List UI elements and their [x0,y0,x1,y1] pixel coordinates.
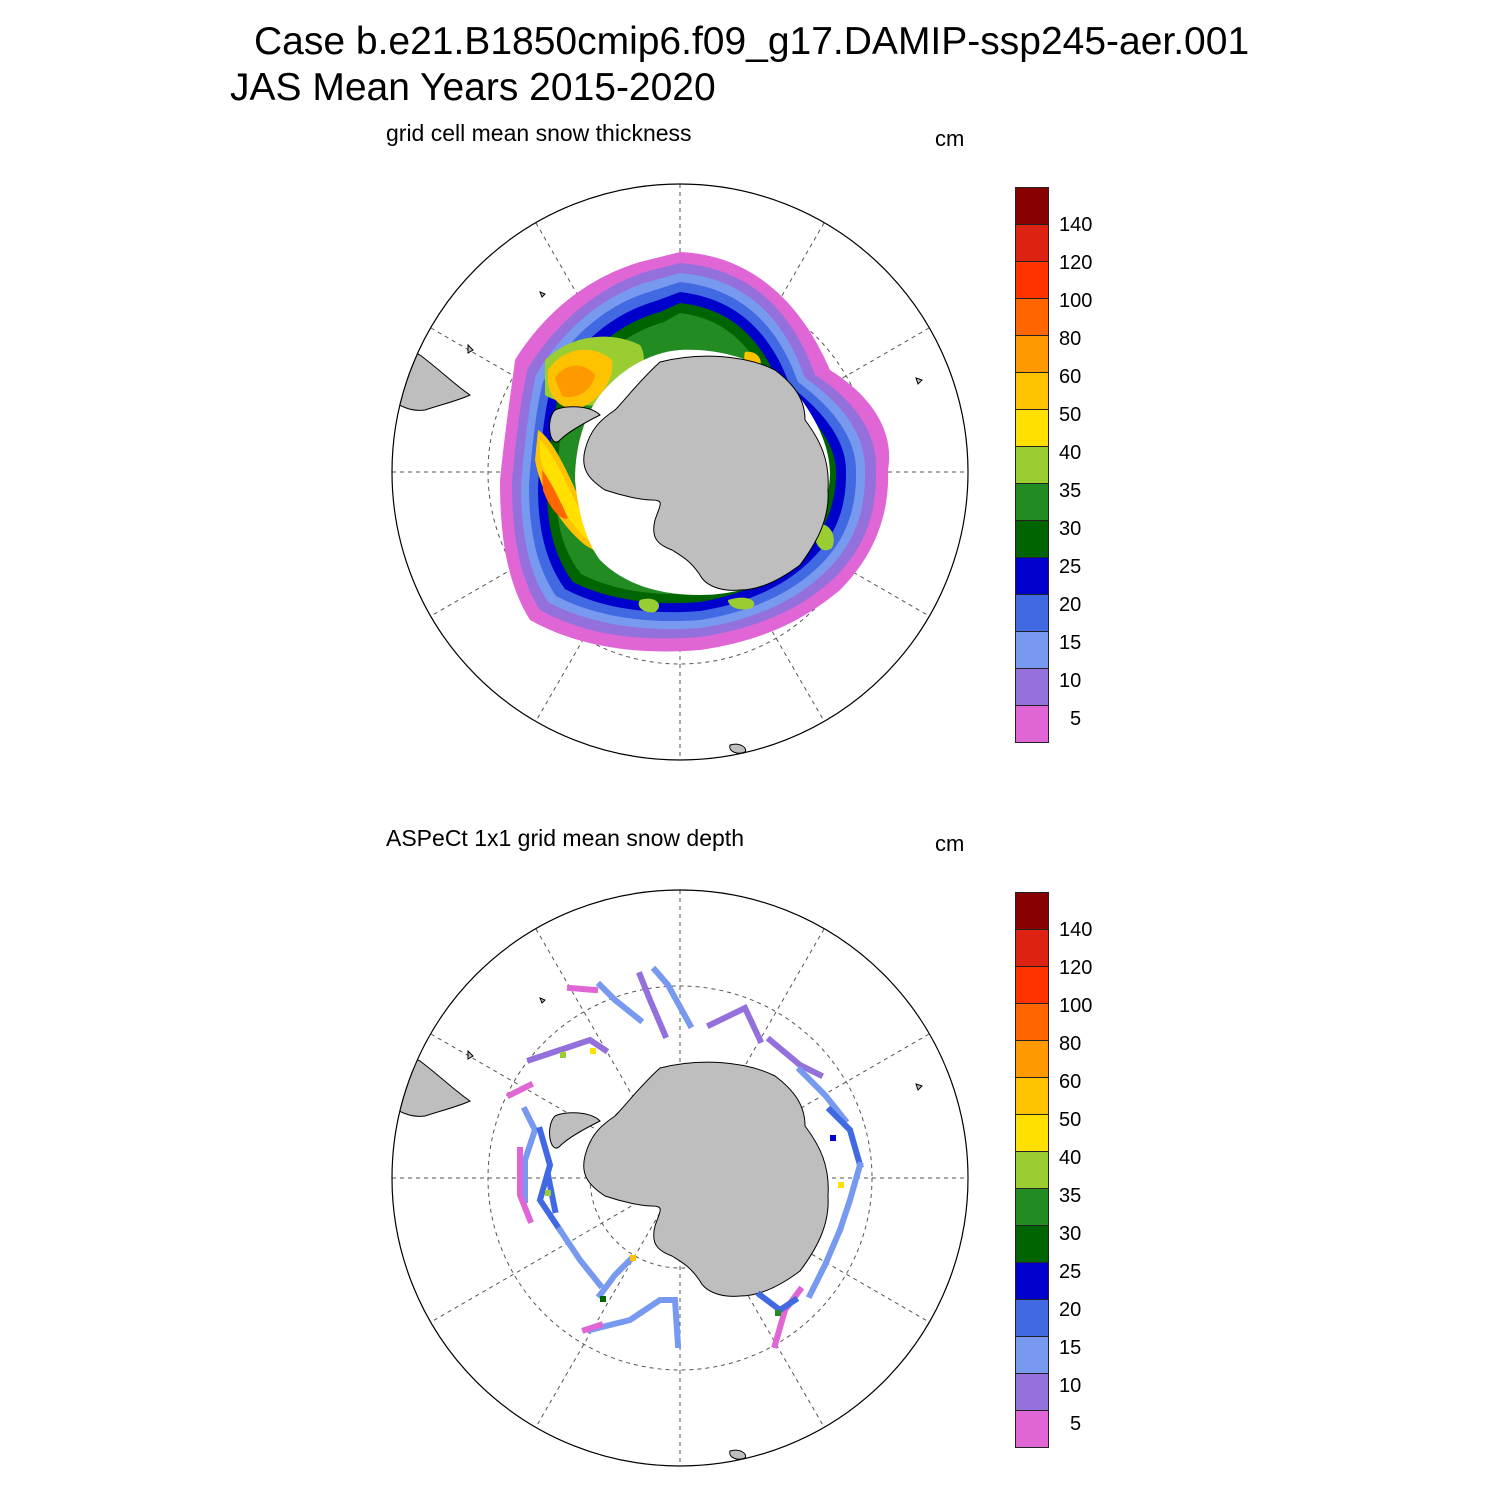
colorbar-swatch [1015,520,1049,558]
colorbar-swatch [1015,1077,1049,1115]
colorbar-tick-label: 40 [1059,1147,1082,1169]
colorbar-swatch [1015,1003,1049,1041]
colorbar-tick-label: 15 [1059,1337,1082,1359]
colorbar-tick-label: 120 [1059,957,1093,979]
colorbar-swatch [1015,1040,1049,1078]
colorbar-tick-label: 140 [1059,919,1093,941]
colorbar-tick-label: 25 [1059,1261,1082,1283]
colorbar-tick-label: 50 [1059,1109,1082,1131]
colorbar-swatch [1015,1410,1049,1448]
colorbar-swatch [1015,1262,1049,1300]
map-2-high-values [545,1048,844,1316]
figure-title-season: JAS Mean Years 2015-2020 [230,66,716,109]
map-1-model-snow-thickness [392,184,968,760]
colorbar-swatch [1015,966,1049,1004]
colorbar-2 [1015,892,1049,1448]
colorbar-tick-label: 40 [1059,442,1082,464]
map-1-boundary [391,183,969,761]
colorbar-swatch [1015,631,1049,669]
colorbar-tick-label: 5 [1070,708,1082,730]
colorbar-swatch [1015,929,1049,967]
colorbar-tick-label: 80 [1059,328,1082,350]
colorbar-swatch [1015,372,1049,410]
colorbar-tick-label: 30 [1059,518,1082,540]
colorbar-tick-label: 60 [1059,366,1082,388]
panel-2-unit: cm [935,831,965,856]
colorbar-swatch [1015,409,1049,447]
colorbar-tick-label: 140 [1059,214,1093,236]
colorbar-swatch [1015,705,1049,743]
colorbar-swatch [1015,594,1049,632]
colorbar-tick-label: 100 [1059,995,1093,1017]
colorbar-tick-label: 10 [1059,670,1082,692]
panel-2-title: ASPeCt 1x1 grid mean snow depth [386,825,744,851]
colorbar-tick-label: 10 [1059,1375,1082,1397]
colorbar-tick-label: 5 [1070,1413,1082,1435]
map-2-antarctica [549,1061,829,1297]
figure-title-case: Case b.e21.B1850cmip6.f09_g17.DAMIP-ssp2… [254,20,1250,63]
colorbar-tick-label: 80 [1059,1033,1082,1055]
colorbar-swatch [1015,668,1049,706]
colorbar-tick-label: 100 [1059,290,1093,312]
colorbar-tick-label: 20 [1059,1299,1082,1321]
colorbar-tick-label: 50 [1059,404,1082,426]
colorbar-swatch [1015,557,1049,595]
colorbar-tick-label: 25 [1059,556,1082,578]
colorbar-tick-label: 35 [1059,480,1082,502]
colorbar-1 [1015,187,1049,743]
map-1-antarctica [549,355,829,591]
colorbar-tick-label: 20 [1059,594,1082,616]
map-2-ship-tracks [505,965,864,1349]
colorbar-tick-label: 30 [1059,1223,1082,1245]
map-2-aspect-snow-depth [392,890,968,1466]
colorbar-tick-label: 35 [1059,1185,1082,1207]
colorbar-tick-label: 60 [1059,1071,1082,1093]
colorbar-tick-label: 15 [1059,632,1082,654]
map-2-boundary [391,889,969,1467]
panel-1-unit: cm [935,126,965,151]
colorbar-tick-label: 120 [1059,252,1093,274]
panel-1-title: grid cell mean snow thickness [386,120,692,146]
